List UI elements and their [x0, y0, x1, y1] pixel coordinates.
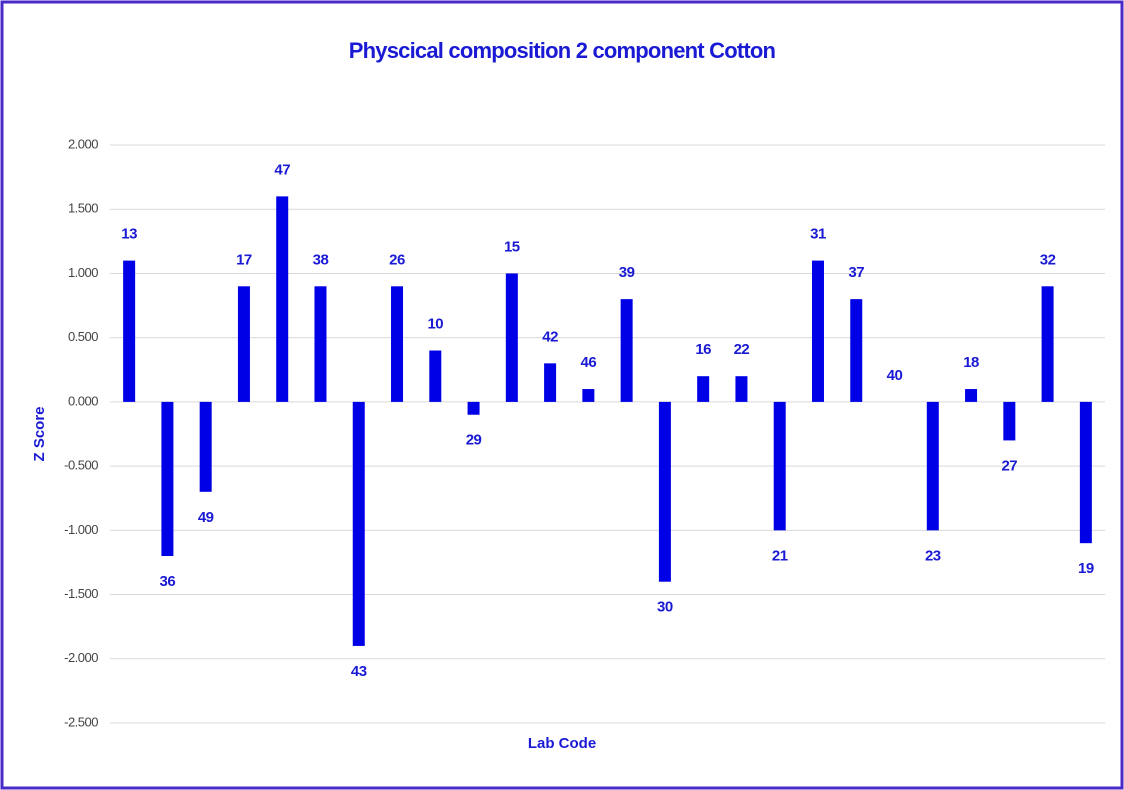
- y-tick-label: 0.000: [68, 393, 98, 408]
- bar: [582, 389, 595, 402]
- y-tick-label: 2.000: [68, 136, 98, 151]
- y-tick-label: 1.500: [68, 201, 98, 216]
- bar: [811, 260, 824, 402]
- bar: [697, 376, 710, 402]
- bar: [658, 401, 671, 582]
- x-axis-title: Lab Code: [528, 735, 596, 752]
- data-label: 49: [198, 509, 214, 526]
- chart-title: Physcical composition 2 component Cotton: [349, 38, 776, 63]
- data-label: 42: [542, 328, 558, 345]
- bar: [199, 401, 212, 492]
- bar: [314, 286, 327, 402]
- bar: [123, 260, 136, 402]
- data-label: 19: [1078, 560, 1094, 577]
- y-tick-label: -0.500: [64, 458, 98, 473]
- y-tick-label: 0.500: [68, 329, 98, 344]
- bar: [1079, 401, 1092, 544]
- data-label: 13: [121, 226, 137, 243]
- data-label: 21: [772, 547, 788, 564]
- y-tick-label: 1.000: [68, 265, 98, 280]
- data-label: 36: [160, 573, 176, 590]
- y-tick-label: -2.000: [64, 650, 98, 665]
- data-label: 29: [466, 432, 482, 449]
- bar: [352, 401, 365, 646]
- data-label: 30: [657, 599, 673, 616]
- data-label: 27: [1001, 457, 1017, 474]
- bar: [773, 401, 786, 531]
- bar: [735, 376, 748, 402]
- data-label: 10: [427, 315, 443, 332]
- y-tick-label: -1.000: [64, 522, 98, 537]
- data-label: 23: [925, 547, 941, 564]
- data-label: 15: [504, 238, 520, 255]
- data-label: 32: [1040, 251, 1056, 268]
- bar: [505, 273, 518, 402]
- data-label: 31: [810, 226, 826, 243]
- bar: [276, 196, 289, 402]
- data-label: 18: [963, 354, 979, 371]
- data-label: 47: [274, 161, 290, 178]
- data-label: 37: [848, 264, 864, 281]
- bar: [850, 299, 863, 402]
- data-label: 16: [695, 341, 711, 358]
- bar: [926, 401, 939, 531]
- data-label: 17: [236, 251, 252, 268]
- bar: [467, 401, 480, 415]
- bar: [620, 299, 633, 402]
- y-tick-label: -2.500: [64, 714, 98, 729]
- y-axis-title: Z Score: [31, 406, 48, 461]
- bar: [1003, 401, 1016, 441]
- data-label: 22: [734, 341, 750, 358]
- data-label: 39: [619, 264, 635, 281]
- bar: [965, 389, 978, 402]
- bar: [237, 286, 250, 402]
- data-label: 38: [313, 251, 329, 268]
- bar: [1041, 286, 1054, 402]
- bar: [391, 286, 404, 402]
- data-label: 46: [581, 354, 597, 371]
- data-label: 40: [887, 367, 903, 384]
- bar: [429, 350, 442, 402]
- data-label: 26: [389, 251, 405, 268]
- data-label: 43: [351, 663, 367, 680]
- bar: [544, 363, 557, 402]
- y-tick-label: -1.500: [64, 586, 98, 601]
- bar: [161, 401, 174, 557]
